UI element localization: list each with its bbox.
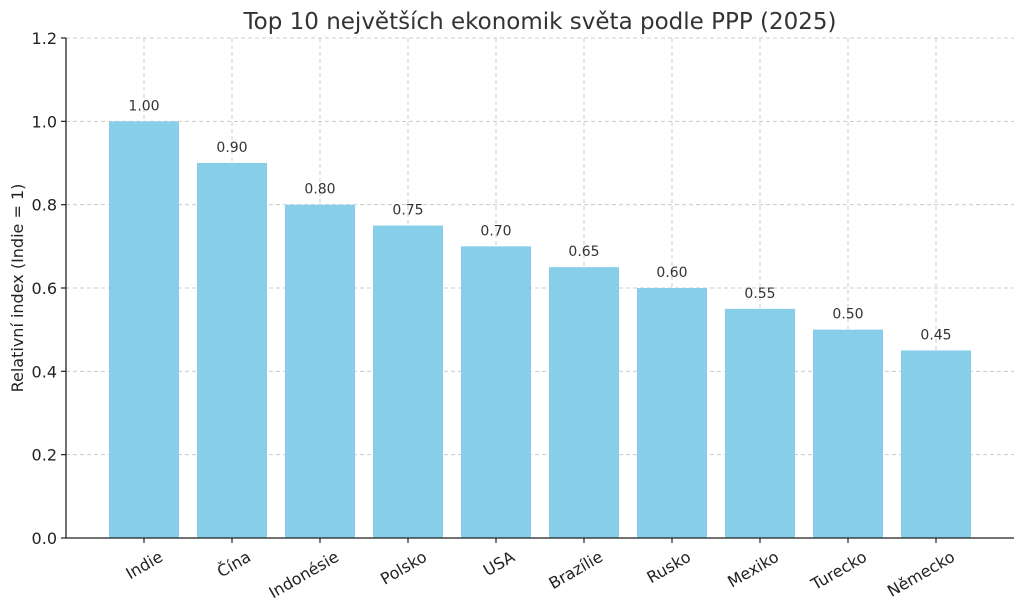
y-tick-label: 0.0 [32,529,57,548]
y-tick-label: 0.4 [32,362,57,381]
x-tick-label: Indie [122,547,166,583]
bar-1 [109,121,179,538]
data-label: 0.50 [832,307,863,323]
y-axis-label: Relativní index (Indie = 1) [8,184,27,393]
data-label: 0.45 [920,328,951,344]
x-tick-label: Rusko [643,547,694,587]
data-label: 0.55 [744,286,775,302]
data-label: 1.00 [128,98,159,114]
bar-6 [549,267,619,538]
data-label: 0.70 [480,223,511,239]
data-label: 0.80 [304,182,335,198]
bar-4 [373,225,443,538]
y-tick-label: 1.0 [32,112,57,131]
x-tick-label: Mexiko [724,547,782,591]
y-axis-ticks: 0.0 0.2 0.4 0.6 0.8 1.0 1.2 [32,29,66,548]
data-label: 0.90 [216,140,247,156]
bars [109,121,971,539]
y-tick-label: 1.2 [32,29,57,48]
data-labels: 1.00 0.90 0.80 0.75 0.70 0.65 0.60 0.55 0.50 0.45 [128,98,951,343]
chart-title: Top 10 největších ekonomik světa podle P… [243,9,837,35]
y-tick-label: 0.6 [32,279,57,298]
x-tick-label: Polsko [377,547,430,589]
y-tick-label: 0.8 [32,196,57,215]
data-label: 0.75 [392,203,423,219]
bar-9 [813,329,883,538]
x-tick-label: Německo [884,547,958,601]
x-tick-label: Indonésie [265,547,342,602]
bar-3 [285,204,355,538]
x-tick-label: USA [480,547,518,580]
x-tick-label: Turecko [807,547,870,594]
x-tick-label: Brazílie [545,547,606,593]
bar-5 [461,246,531,539]
bar-2 [197,163,267,538]
data-label: 0.60 [656,265,687,281]
bar-8 [725,308,795,538]
data-label: 0.65 [568,244,599,260]
bar-10 [901,350,971,538]
x-axis-ticks: Indie Čína Indonésie Polsko USA Brazílie Rusko… [122,538,958,602]
bar-7 [637,288,707,538]
x-tick-label: Čína [214,547,254,581]
y-tick-label: 0.2 [32,446,57,465]
